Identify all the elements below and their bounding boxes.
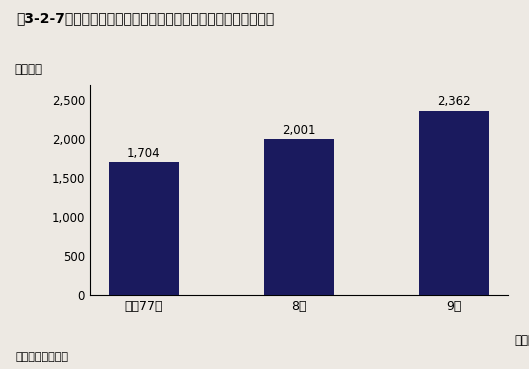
Bar xyxy=(109,162,179,295)
Text: （年度）: （年度） xyxy=(515,334,529,347)
Text: 1,704: 1,704 xyxy=(127,147,161,160)
Text: 第3-2-7図　国立大学等と民間等との共同研究の実施件数の推移: 第3-2-7図 国立大学等と民間等との共同研究の実施件数の推移 xyxy=(16,11,274,25)
Text: 2,362: 2,362 xyxy=(437,96,471,108)
Text: （件数）: （件数） xyxy=(15,63,43,76)
Text: 2,001: 2,001 xyxy=(282,124,316,137)
Bar xyxy=(264,139,334,295)
Bar xyxy=(419,111,489,295)
Text: 資料：文部省調べ: 資料：文部省調べ xyxy=(16,352,69,362)
